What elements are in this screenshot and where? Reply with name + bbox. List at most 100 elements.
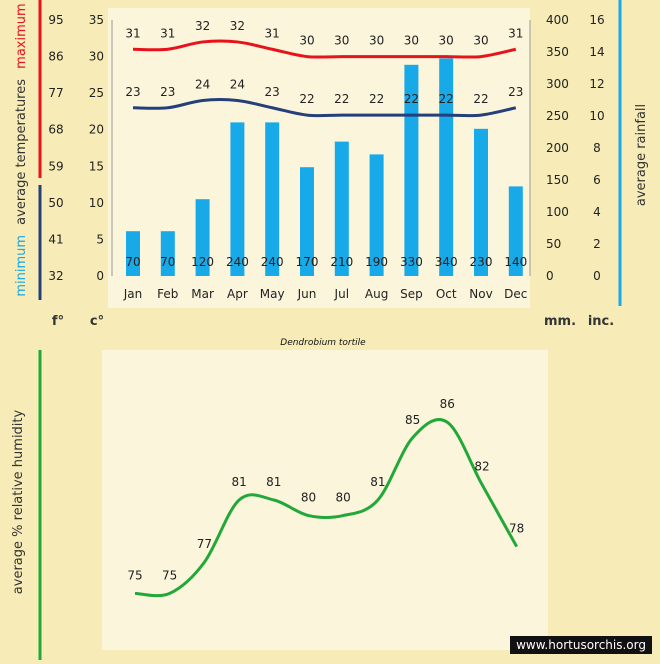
humidity-value-label: 80 bbox=[301, 491, 316, 505]
right-axis-title: average rainfall bbox=[634, 104, 649, 206]
rainfall-value-label: 70 bbox=[160, 255, 175, 269]
minimum-line-value-label: 22 bbox=[404, 92, 419, 106]
humidity-plot-area bbox=[102, 350, 548, 650]
humidity-value-label: 86 bbox=[440, 397, 455, 411]
rainfall-bar bbox=[265, 122, 280, 277]
top-chart-labels: 70 70 120 240 240 170 210 190 330 340 230 140 31 31 32… bbox=[125, 19, 527, 269]
rainfall-bar bbox=[160, 231, 175, 276]
rainfall-bar bbox=[439, 58, 454, 277]
maximum-line-value-label: 30 bbox=[473, 34, 488, 48]
maximum-line-value-label: 32 bbox=[230, 19, 245, 33]
mm-tick-label: 300 bbox=[546, 77, 569, 91]
maximum-line-value-label: 31 bbox=[160, 26, 175, 40]
rainfall-bar bbox=[334, 141, 349, 276]
rainfall-value-label: 210 bbox=[330, 255, 353, 269]
fahrenheit-tick-label: 50 bbox=[48, 196, 63, 210]
fahrenheit-tick-label: 68 bbox=[48, 123, 63, 137]
humidity-value-label: 80 bbox=[336, 491, 351, 505]
minimum-line-value-label: 22 bbox=[439, 92, 454, 106]
mm-tick-label: 100 bbox=[546, 205, 569, 219]
ylabel-minimum: minimum bbox=[14, 235, 29, 297]
celsius-tick-label: 0 bbox=[96, 269, 104, 283]
mm-tick-label: 400 bbox=[546, 13, 569, 27]
month-tick-label: Nov bbox=[469, 287, 492, 301]
temperature-lines bbox=[132, 39, 517, 118]
rainfall-value-label: 240 bbox=[226, 255, 249, 269]
mm-tick-label: 150 bbox=[546, 173, 569, 187]
fahrenheit-tick-label: 41 bbox=[48, 232, 63, 246]
celsius-tick-label: 10 bbox=[89, 196, 104, 210]
inches-tick-label: 10 bbox=[589, 109, 604, 123]
month-tick-label: Jun bbox=[297, 287, 317, 301]
maximum-line-value-label: 31 bbox=[265, 26, 280, 40]
celsius-tick-label: 15 bbox=[89, 159, 104, 173]
minimum-line-value-label: 22 bbox=[473, 92, 488, 106]
humidity-value-label: 85 bbox=[405, 413, 420, 427]
month-tick-label: Oct bbox=[436, 287, 457, 301]
fahrenheit-tick-label: 77 bbox=[48, 86, 63, 100]
rainfall-value-label: 230 bbox=[470, 255, 493, 269]
inches-tick-label: 2 bbox=[593, 237, 601, 251]
minimum-line-value-label: 22 bbox=[299, 92, 314, 106]
rainfall-value-label: 340 bbox=[435, 255, 458, 269]
rainfall-bar bbox=[404, 64, 419, 276]
inches-tick-label: 16 bbox=[589, 13, 604, 27]
fahrenheit-tick-label: 95 bbox=[48, 13, 63, 27]
month-tick-label: Jan bbox=[123, 287, 143, 301]
rainfall-value-label: 330 bbox=[400, 255, 423, 269]
rainfall-value-label: 140 bbox=[504, 255, 527, 269]
inches-tick-label: 12 bbox=[589, 77, 604, 91]
species-caption: Dendrobium tortile bbox=[280, 338, 366, 348]
rainfall-value-label: 240 bbox=[261, 255, 284, 269]
mm-tick-label: 250 bbox=[546, 109, 569, 123]
fahrenheit-unit-label: f° bbox=[52, 314, 64, 329]
month-tick-label: Apr bbox=[227, 287, 248, 301]
month-tick-label: Aug bbox=[365, 287, 388, 301]
minimum-line-value-label: 22 bbox=[334, 92, 349, 106]
inches-tick-label: 14 bbox=[589, 45, 604, 59]
inches-tick-label: 8 bbox=[593, 141, 601, 155]
maximum-line-value-label: 30 bbox=[439, 34, 454, 48]
minimum-line-value-label: 23 bbox=[265, 85, 280, 99]
humidity-value-label: 81 bbox=[231, 475, 246, 489]
humidity-value-label: 75 bbox=[127, 568, 142, 582]
inches-tick-label: 0 bbox=[593, 269, 601, 283]
humidity-value-label: 82 bbox=[474, 459, 489, 473]
fahrenheit-tick-label: 32 bbox=[48, 269, 63, 283]
left-axis-title: minimum average temperatures maximum bbox=[14, 3, 29, 296]
mm-unit-label: mm. bbox=[544, 314, 576, 329]
minimum-line-value-label: 23 bbox=[125, 85, 140, 99]
ylabel-maximum: maximum bbox=[14, 3, 29, 69]
minimum-line-value-label: 24 bbox=[195, 77, 210, 91]
minimum-line-value-label: 23 bbox=[160, 85, 175, 99]
minimum-line-value-label: 22 bbox=[369, 92, 384, 106]
humidity-value-label: 75 bbox=[162, 568, 177, 582]
humidity-value-label: 77 bbox=[197, 537, 212, 551]
rainfall-value-label: 120 bbox=[191, 255, 214, 269]
rainfall-value-label: 170 bbox=[296, 255, 319, 269]
humidity-value-label: 78 bbox=[509, 522, 524, 536]
rainfall-bar bbox=[474, 128, 488, 276]
month-tick-label: Mar bbox=[191, 287, 214, 301]
humidity-line-group: 75 75 77 81 81 80 80 81 85 86 82 78 bbox=[127, 397, 524, 598]
rainfall-bar bbox=[126, 231, 140, 276]
humidity-line bbox=[134, 418, 519, 598]
celsius-tick-label: 5 bbox=[96, 232, 104, 246]
maximum-line-value-label: 30 bbox=[299, 34, 314, 48]
mm-tick-label: 50 bbox=[546, 237, 561, 251]
celsius-tick-label: 35 bbox=[89, 13, 104, 27]
inches-tick-label: 6 bbox=[593, 173, 601, 187]
fahrenheit-tick-label: 59 bbox=[48, 159, 63, 173]
humidity-value-label: 81 bbox=[266, 475, 281, 489]
mm-tick-label: 200 bbox=[546, 141, 569, 155]
month-tick-label: May bbox=[260, 287, 285, 301]
inches-unit-label: inc. bbox=[588, 314, 614, 329]
maximum-line-value-label: 31 bbox=[125, 26, 140, 40]
mm-tick-label: 350 bbox=[546, 45, 569, 59]
month-tick-label: Dec bbox=[504, 287, 527, 301]
rainfall-value-label: 70 bbox=[125, 255, 140, 269]
rainfall-bar bbox=[508, 186, 523, 276]
inches-tick-label: 4 bbox=[593, 205, 601, 219]
